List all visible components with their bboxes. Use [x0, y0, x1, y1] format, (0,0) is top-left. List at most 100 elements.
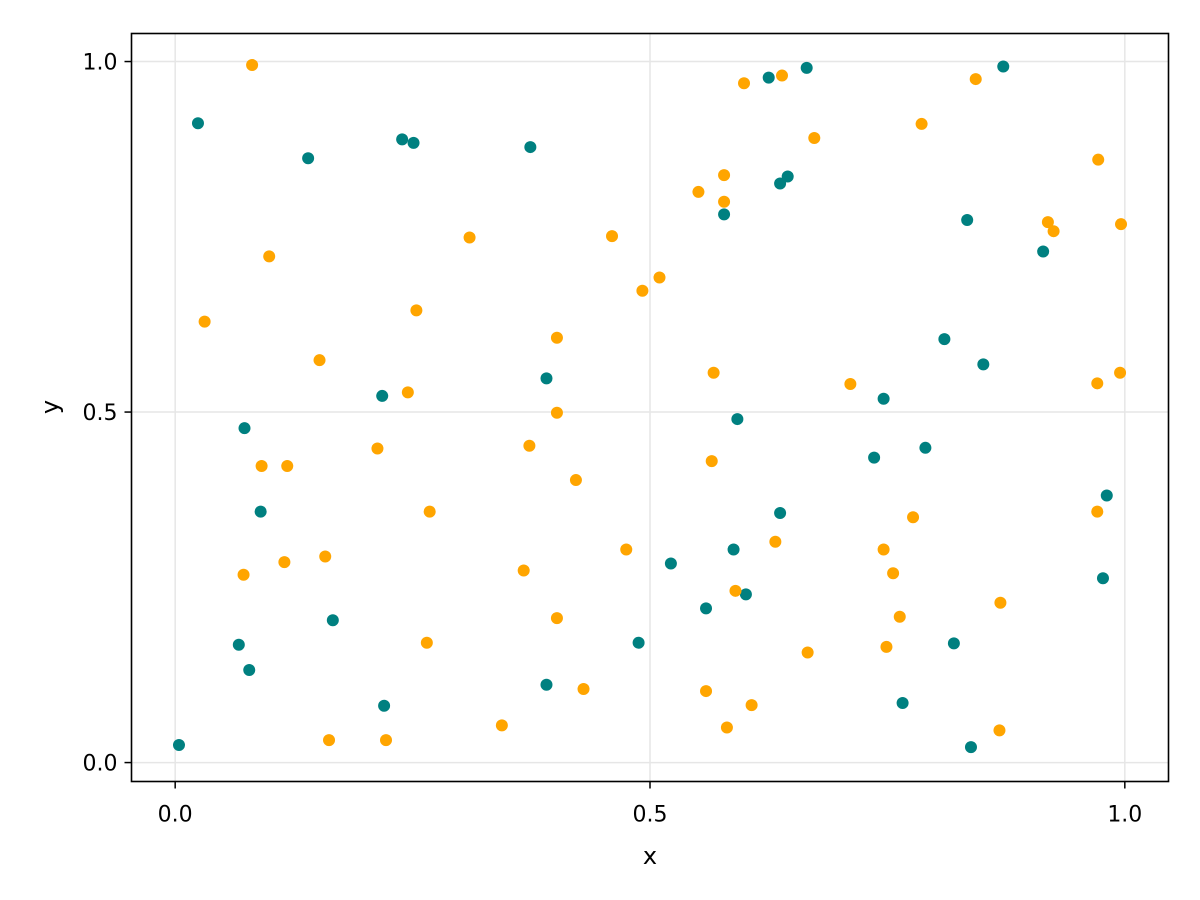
scatter-point-series-2: [700, 685, 713, 698]
scatter-point-series-2: [423, 505, 436, 518]
scatter-point-series-2: [907, 511, 920, 524]
scatter-point-series-2: [1091, 377, 1104, 390]
scatter-point-series-1: [731, 413, 744, 426]
scatter-point-series-2: [692, 185, 705, 198]
y-tick-label: 0.0: [83, 752, 118, 777]
scatter-point-series-2: [569, 474, 582, 487]
scatter-point-series-1: [762, 71, 775, 84]
scatter-point-series-1: [919, 441, 932, 454]
scatter-point-series-1: [378, 699, 391, 712]
scatter-point-series-1: [718, 208, 731, 221]
scatter-point-series-2: [1092, 153, 1105, 166]
scatter-point-series-1: [540, 372, 553, 385]
scatter-point-series-1: [664, 557, 677, 570]
scatter-point-series-1: [947, 637, 960, 650]
scatter-point-series-2: [720, 721, 733, 734]
scatter-point-series-1: [739, 588, 752, 601]
scatter-point-series-2: [877, 543, 890, 556]
scatter-point-series-1: [896, 696, 909, 709]
points-layer: [172, 59, 1128, 754]
scatter-point-series-1: [407, 136, 420, 149]
scatter-point-series-2: [769, 535, 782, 548]
scatter-point-series-2: [263, 250, 276, 263]
scatter-point-series-2: [550, 331, 563, 344]
scatter-point-series-1: [1100, 489, 1113, 502]
scatter-point-series-2: [893, 610, 906, 623]
scatter-point-series-2: [994, 596, 1007, 609]
scatter-point-series-2: [577, 682, 590, 695]
scatter-point-series-1: [727, 543, 740, 556]
scatter-point-series-2: [495, 719, 508, 732]
scatter-point-series-2: [550, 406, 563, 419]
scatter-point-series-1: [774, 177, 787, 190]
scatter-point-series-2: [517, 564, 530, 577]
scatter-point-series-1: [238, 422, 251, 435]
scatter-point-series-2: [246, 59, 259, 72]
scatter-point-series-1: [632, 636, 645, 649]
x-tick-labels: 0.0 0.5 1.0: [158, 803, 1143, 828]
scatter-point-series-2: [606, 230, 619, 243]
scatter-point-series-1: [961, 213, 974, 226]
scatter-point-series-1: [964, 741, 977, 754]
x-tick-label: 0.5: [633, 803, 668, 828]
scatter-point-series-1: [540, 678, 553, 691]
scatter-point-series-1: [524, 141, 537, 154]
x-tick-label: 1.0: [1107, 803, 1142, 828]
scatter-point-series-2: [1091, 505, 1104, 518]
scatter-point-series-2: [775, 69, 788, 82]
scatter-point-series-2: [969, 73, 982, 86]
scatter-point-series-2: [420, 636, 433, 649]
scatter-point-series-2: [1114, 366, 1127, 379]
scatter-point-series-1: [376, 389, 389, 402]
scatter-point-series-2: [1115, 218, 1128, 231]
scatter-point-series-1: [977, 358, 990, 371]
scatter-point-series-1: [997, 60, 1010, 73]
scatter-point-series-1: [172, 739, 185, 752]
scatter-point-series-2: [278, 556, 291, 569]
scatter-point-series-2: [718, 195, 731, 208]
scatter-point-series-2: [1047, 225, 1060, 238]
scatter-point-series-2: [281, 460, 294, 473]
scatter-point-series-1: [191, 117, 204, 130]
scatter-point-series-2: [705, 455, 718, 468]
scatter-point-series-2: [523, 439, 536, 452]
scatter-point-series-2: [915, 117, 928, 130]
scatter-point-series-2: [880, 640, 893, 653]
scatter-point-series-2: [808, 131, 821, 144]
scatter-point-series-1: [938, 333, 951, 346]
grid: [131, 33, 1169, 782]
scatter-point-series-1: [700, 602, 713, 615]
y-tick-label: 1.0: [83, 51, 118, 76]
tick-marks: [124, 60, 1126, 789]
scatter-point-series-1: [302, 152, 315, 165]
scatter-point-series-2: [745, 699, 758, 712]
scatter-point-series-1: [232, 638, 245, 651]
scatter-point-series-2: [887, 567, 900, 580]
scatter-point-series-1: [781, 170, 794, 183]
scatter-point-series-1: [326, 614, 339, 627]
scatter-point-series-2: [738, 77, 751, 90]
scatter-point-series-2: [371, 442, 384, 455]
x-tick-label: 0.0: [158, 803, 193, 828]
scatter-point-series-1: [254, 505, 267, 518]
scatter-point-series-1: [877, 392, 890, 405]
scatter-point-series-2: [410, 304, 423, 317]
scatter-point-series-1: [868, 451, 881, 464]
scatter-point-series-2: [718, 169, 731, 182]
scatter-point-series-2: [729, 584, 742, 597]
scatter-point-series-2: [401, 386, 414, 399]
scatter-point-series-2: [463, 231, 476, 244]
scatter-point-series-2: [1041, 216, 1054, 229]
y-tick-labels: 0.0 0.5 1.0: [83, 51, 118, 777]
scatter-point-series-2: [198, 315, 211, 328]
scatter-point-series-1: [774, 507, 787, 520]
y-tick-label: 0.5: [83, 401, 118, 426]
scatter-point-series-2: [801, 646, 814, 659]
scatter-point-series-2: [636, 284, 649, 297]
scatter-point-series-2: [550, 612, 563, 625]
scatter-point-series-1: [396, 133, 409, 146]
scatter-point-series-2: [653, 271, 666, 284]
scatter-point-series-2: [237, 568, 250, 581]
scatter-point-series-1: [800, 61, 813, 74]
